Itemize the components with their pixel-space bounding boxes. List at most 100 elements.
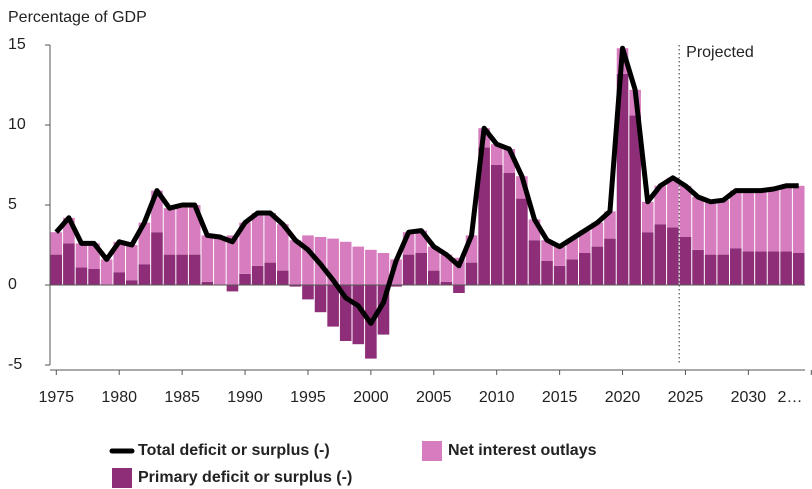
bar (667, 227, 679, 285)
x-tick-label: 1975 (38, 389, 74, 406)
bar (402, 254, 415, 285)
bar (377, 285, 390, 335)
bar (641, 232, 654, 285)
bar (767, 189, 780, 252)
bar (478, 147, 490, 285)
bar (742, 190, 755, 252)
legend-swatch (422, 441, 442, 461)
bar (503, 173, 516, 285)
bar (126, 280, 138, 285)
y-tick-label: 0 (8, 276, 17, 293)
bar (88, 243, 100, 269)
bar (528, 240, 541, 285)
bar (50, 254, 63, 285)
bar (428, 246, 440, 271)
bar (453, 257, 465, 285)
bar (516, 176, 528, 199)
x-tick-label: 2030 (731, 389, 767, 406)
bar (163, 208, 176, 255)
bar (63, 243, 75, 285)
y-tick-label: -5 (8, 356, 22, 373)
bar (730, 248, 742, 285)
bar (113, 272, 125, 285)
legend-label: Total deficit or surplus (-) (138, 442, 330, 459)
bar (579, 253, 591, 285)
bar (629, 115, 641, 286)
bar (138, 222, 151, 265)
bar (100, 259, 113, 285)
bar (188, 205, 201, 255)
bar (780, 251, 792, 285)
bar (264, 213, 276, 263)
bar (88, 269, 100, 285)
x-tick-label: 2025 (668, 389, 704, 406)
bar (302, 285, 314, 300)
bar (755, 190, 767, 252)
bar (352, 285, 365, 345)
line (54, 45, 799, 326)
bar (654, 224, 667, 285)
bar (151, 190, 163, 233)
legend-label: Net interest outlays (448, 442, 597, 459)
bar (151, 232, 163, 285)
bar (201, 281, 214, 285)
bar (667, 177, 679, 228)
bar (717, 200, 729, 255)
bar (314, 285, 327, 313)
bar (604, 238, 616, 285)
x-tick-label: 2… (778, 389, 803, 406)
bar (176, 254, 188, 285)
bar (490, 144, 503, 165)
bar (289, 240, 302, 285)
x-tick-label: 2015 (542, 389, 578, 406)
bar (440, 281, 453, 285)
bar (591, 222, 604, 247)
bar (541, 240, 553, 261)
y-tick-label: 10 (8, 116, 26, 133)
bar (755, 251, 767, 285)
bar (553, 246, 566, 266)
bar (541, 261, 553, 285)
bar (289, 285, 302, 287)
bar (579, 230, 591, 253)
bar (767, 251, 780, 285)
bar (516, 198, 528, 285)
bar (654, 185, 667, 225)
bar (440, 254, 453, 282)
bar (780, 185, 792, 252)
bar (302, 235, 314, 285)
bar (679, 185, 692, 237)
bar (503, 149, 516, 173)
bar (692, 249, 704, 285)
bar (717, 254, 729, 285)
legend-swatch (112, 468, 132, 488)
bar (50, 232, 63, 255)
bar (679, 237, 692, 285)
x-tick-label: 2010 (479, 389, 515, 406)
bar (176, 205, 188, 255)
x-tick-label: 2020 (605, 389, 641, 406)
bar (277, 270, 289, 285)
bar (352, 246, 365, 285)
bar (415, 230, 427, 253)
x-tick-label: 1985 (164, 389, 200, 406)
bar (113, 241, 125, 273)
bar (528, 219, 541, 241)
bar (704, 254, 717, 285)
bar (453, 285, 465, 293)
bar (792, 253, 805, 285)
projection-label: Projected (686, 44, 754, 61)
y-tick-label: 5 (8, 196, 17, 213)
x-tick-label: 1980 (101, 389, 137, 406)
bar (226, 285, 239, 292)
x-tick-label: 2005 (416, 389, 452, 406)
bar (214, 237, 226, 285)
y-axis-title: Percentage of GDP (8, 9, 147, 26)
bar (390, 259, 402, 285)
bar (415, 253, 427, 285)
x-tick-label: 1990 (227, 389, 263, 406)
bar (742, 251, 755, 285)
bar (75, 243, 88, 268)
bar (239, 222, 251, 274)
bar (239, 273, 251, 285)
